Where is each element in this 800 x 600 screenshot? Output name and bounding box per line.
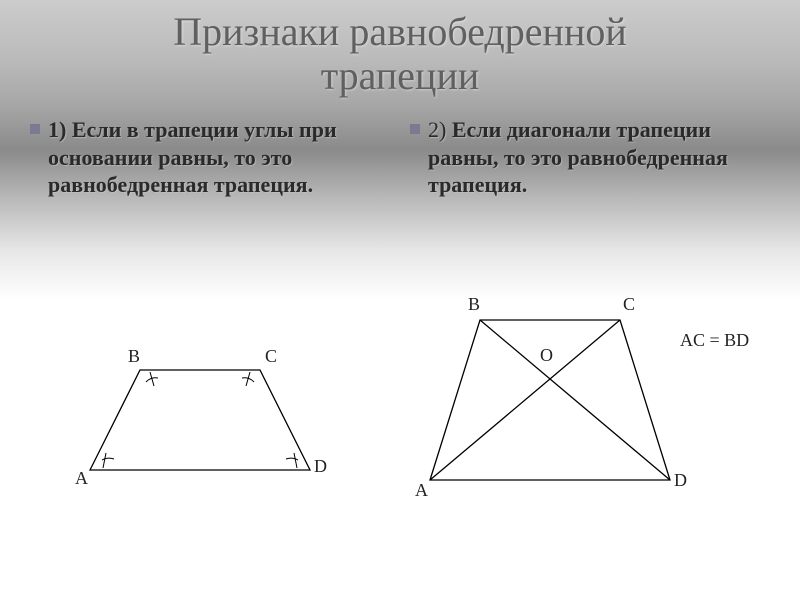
- trapezoid-1-outline: [90, 370, 310, 470]
- label-D-1: D: [314, 456, 327, 477]
- label-D-2: D: [674, 470, 687, 491]
- point-2-text: 2) Если диагонали трапеции равны, то это…: [428, 116, 770, 199]
- label-C-2: C: [623, 294, 635, 315]
- bullet-icon: [410, 124, 420, 134]
- slide-title: Признаки равнобедренной трапеции: [0, 0, 800, 98]
- angle-tick-D: [294, 453, 297, 468]
- point-1-text: 1) Если в трапеции углы при основании ра…: [48, 116, 390, 199]
- point-2-number: 2): [428, 117, 446, 142]
- column-right: 2) Если диагонали трапеции равны, то это…: [410, 116, 770, 199]
- bullet-item-1: 1) Если в трапеции углы при основании ра…: [30, 116, 390, 199]
- content-columns: 1) Если в трапеции углы при основании ра…: [0, 98, 800, 199]
- label-A-2: A: [415, 480, 428, 501]
- diagonal-BD: [480, 320, 670, 480]
- label-A-1: A: [75, 468, 88, 489]
- angle-mark-A: [102, 458, 114, 460]
- label-C-1: C: [265, 346, 277, 367]
- figure-1: A B C D: [80, 350, 330, 495]
- title-line-1: Признаки равнобедренной: [173, 9, 627, 54]
- point-2-body: Если диагонали трапеции равны, то это ра…: [428, 117, 728, 197]
- bullet-icon: [30, 124, 40, 134]
- label-O: O: [540, 345, 553, 366]
- trapezoid-1-svg: [80, 350, 330, 490]
- trapezoid-2-svg: [420, 300, 690, 500]
- equation-text: AC = BD: [680, 330, 749, 351]
- bullet-item-2: 2) Если диагонали трапеции равны, то это…: [410, 116, 770, 199]
- label-B-2: B: [468, 294, 480, 315]
- diagonal-AC: [430, 320, 620, 480]
- angle-tick-A: [103, 453, 106, 468]
- angle-mark-D: [286, 458, 298, 460]
- trapezoid-2-outline: [430, 320, 670, 480]
- title-line-2: трапеции: [321, 53, 480, 98]
- figure-2: A B C D O: [420, 300, 690, 505]
- column-left: 1) Если в трапеции углы при основании ра…: [30, 116, 390, 199]
- label-B-1: B: [128, 346, 140, 367]
